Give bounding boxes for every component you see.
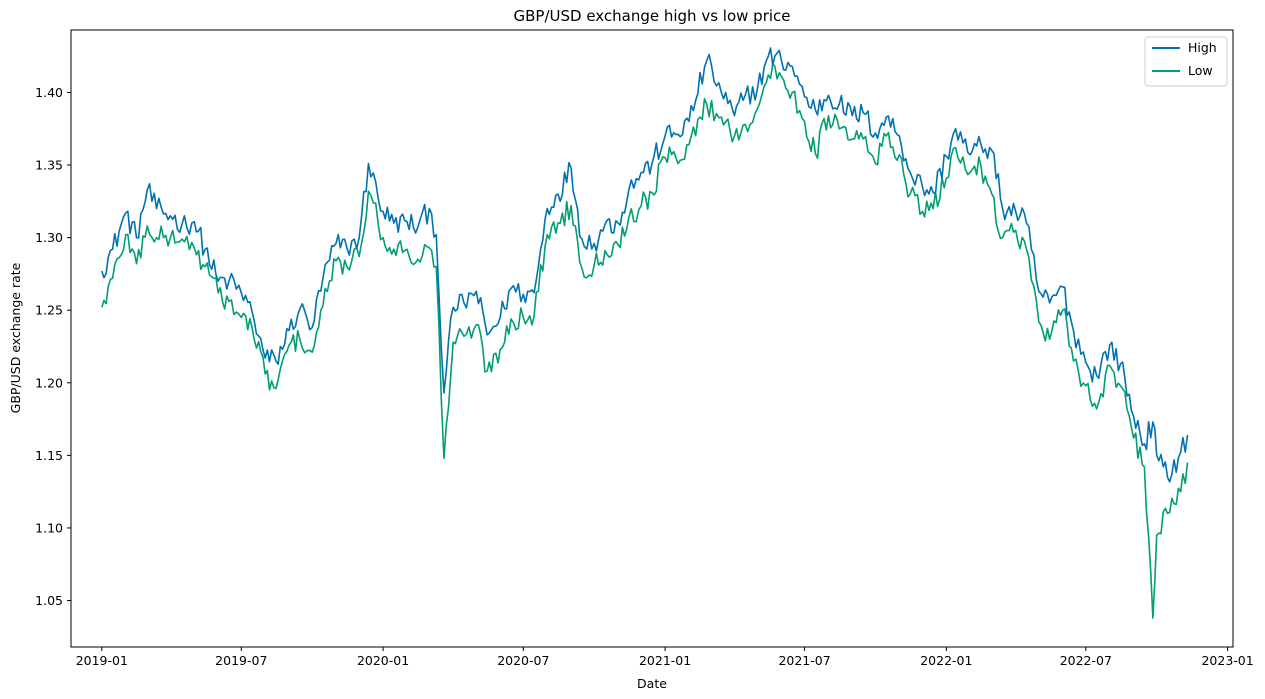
x-tick-label: 2022-07 bbox=[1060, 653, 1112, 668]
plot-frame bbox=[70, 29, 1234, 648]
y-tick-label: 1.25 bbox=[35, 303, 63, 318]
y-tick-label: 1.35 bbox=[35, 158, 63, 173]
plot-area bbox=[70, 29, 1234, 648]
y-tick-label: 1.20 bbox=[35, 375, 63, 390]
series-line-low bbox=[101, 63, 1189, 619]
y-tick-label: 1.30 bbox=[35, 230, 63, 245]
legend-label-high: High bbox=[1188, 40, 1217, 55]
chart-title: GBP/USD exchange high vs low price bbox=[513, 7, 790, 25]
y-axis-title: GBP/USD exchange rate bbox=[8, 262, 23, 413]
x-tick-label: 2022-01 bbox=[920, 653, 972, 668]
x-tick-label: 2019-01 bbox=[76, 653, 128, 668]
y-tick-label: 1.15 bbox=[35, 448, 63, 463]
y-axis: 1.05 1.10 1.15 1.20 1.25 1.30 1.35 1.40 bbox=[35, 85, 71, 608]
y-tick-label: 1.40 bbox=[35, 85, 63, 100]
x-axis: 2019-01 2019-07 2020-01 2020-07 2021-01 2021-… bbox=[76, 647, 1254, 668]
x-tick-label: 2023-01 bbox=[1201, 653, 1253, 668]
legend-label-low: Low bbox=[1188, 63, 1213, 78]
series-line-high bbox=[101, 47, 1189, 483]
legend: High Low bbox=[1144, 36, 1228, 87]
x-axis-title: Date bbox=[637, 676, 667, 691]
x-tick-label: 2020-07 bbox=[497, 653, 549, 668]
y-tick-label: 1.10 bbox=[35, 520, 63, 535]
y-tick-label: 1.05 bbox=[35, 593, 63, 608]
x-tick-label: 2021-01 bbox=[639, 653, 691, 668]
x-tick-label: 2020-01 bbox=[357, 653, 409, 668]
legend-box bbox=[1144, 36, 1228, 87]
x-tick-label: 2021-07 bbox=[778, 653, 830, 668]
x-tick-label: 2019-07 bbox=[215, 653, 267, 668]
series-layer bbox=[101, 47, 1189, 619]
